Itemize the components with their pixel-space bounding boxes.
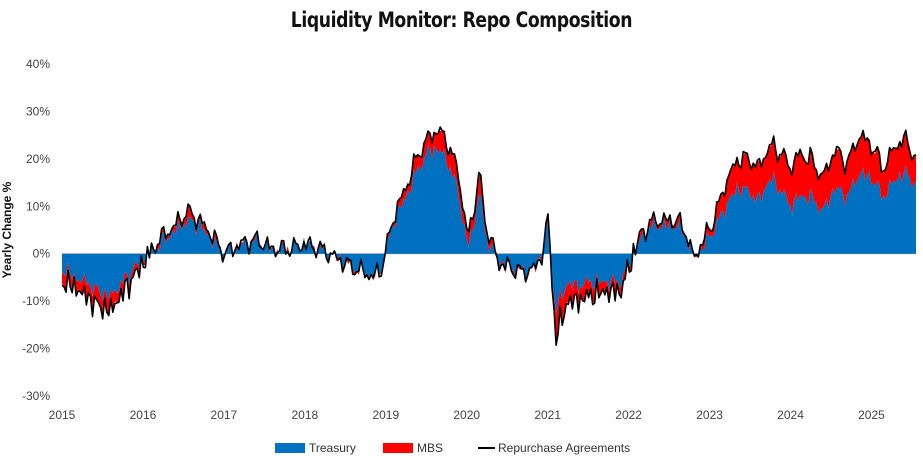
y-tick-label: 40% [26,57,50,71]
y-axis-label: Yearly Change % [0,181,14,278]
legend-label-treasury: Treasury [309,441,356,455]
legend: Treasury MBS Repurchase Agreements [0,440,923,456]
y-tick-label: 20% [26,152,50,166]
x-tick-label: 2022 [615,408,642,422]
x-tick-label: 2021 [534,408,561,422]
y-tick-label: -10% [22,294,50,308]
repurchase-agreements-line [61,126,917,347]
chart-title: Liquidity Monitor: Repo Composition [290,8,633,32]
x-tick-label: 2019 [372,408,399,422]
y-tick-label: 0% [33,247,51,261]
x-tick-label: 2025 [858,408,885,422]
legend-swatch-repo [478,447,495,449]
x-tick-label: 2016 [130,408,157,422]
line-series [61,126,917,347]
y-tick-label: -20% [22,342,50,356]
y-tick-label: 10% [26,199,50,213]
x-tick-label: 2015 [49,408,76,422]
x-tick-label: 2020 [453,408,480,422]
y-tick-label: -30% [22,389,50,403]
legend-swatch-mbs [383,443,413,453]
area-series [62,130,916,345]
legend-swatch-treasury [275,443,305,453]
axes: 40% 30% 20% 10% 0% -10% -20% -30% 2015 2016 2017 20… [22,57,885,422]
treasury-area [62,145,916,315]
x-tick-label: 2023 [696,408,723,422]
x-tick-label: 2018 [291,408,318,422]
x-tick-label: 2024 [777,408,804,422]
legend-label-mbs: MBS [417,441,444,455]
x-tick-label: 2017 [211,408,238,422]
legend-label-repo: Repurchase Agreements [498,441,631,455]
y-tick-label: 30% [26,104,50,118]
